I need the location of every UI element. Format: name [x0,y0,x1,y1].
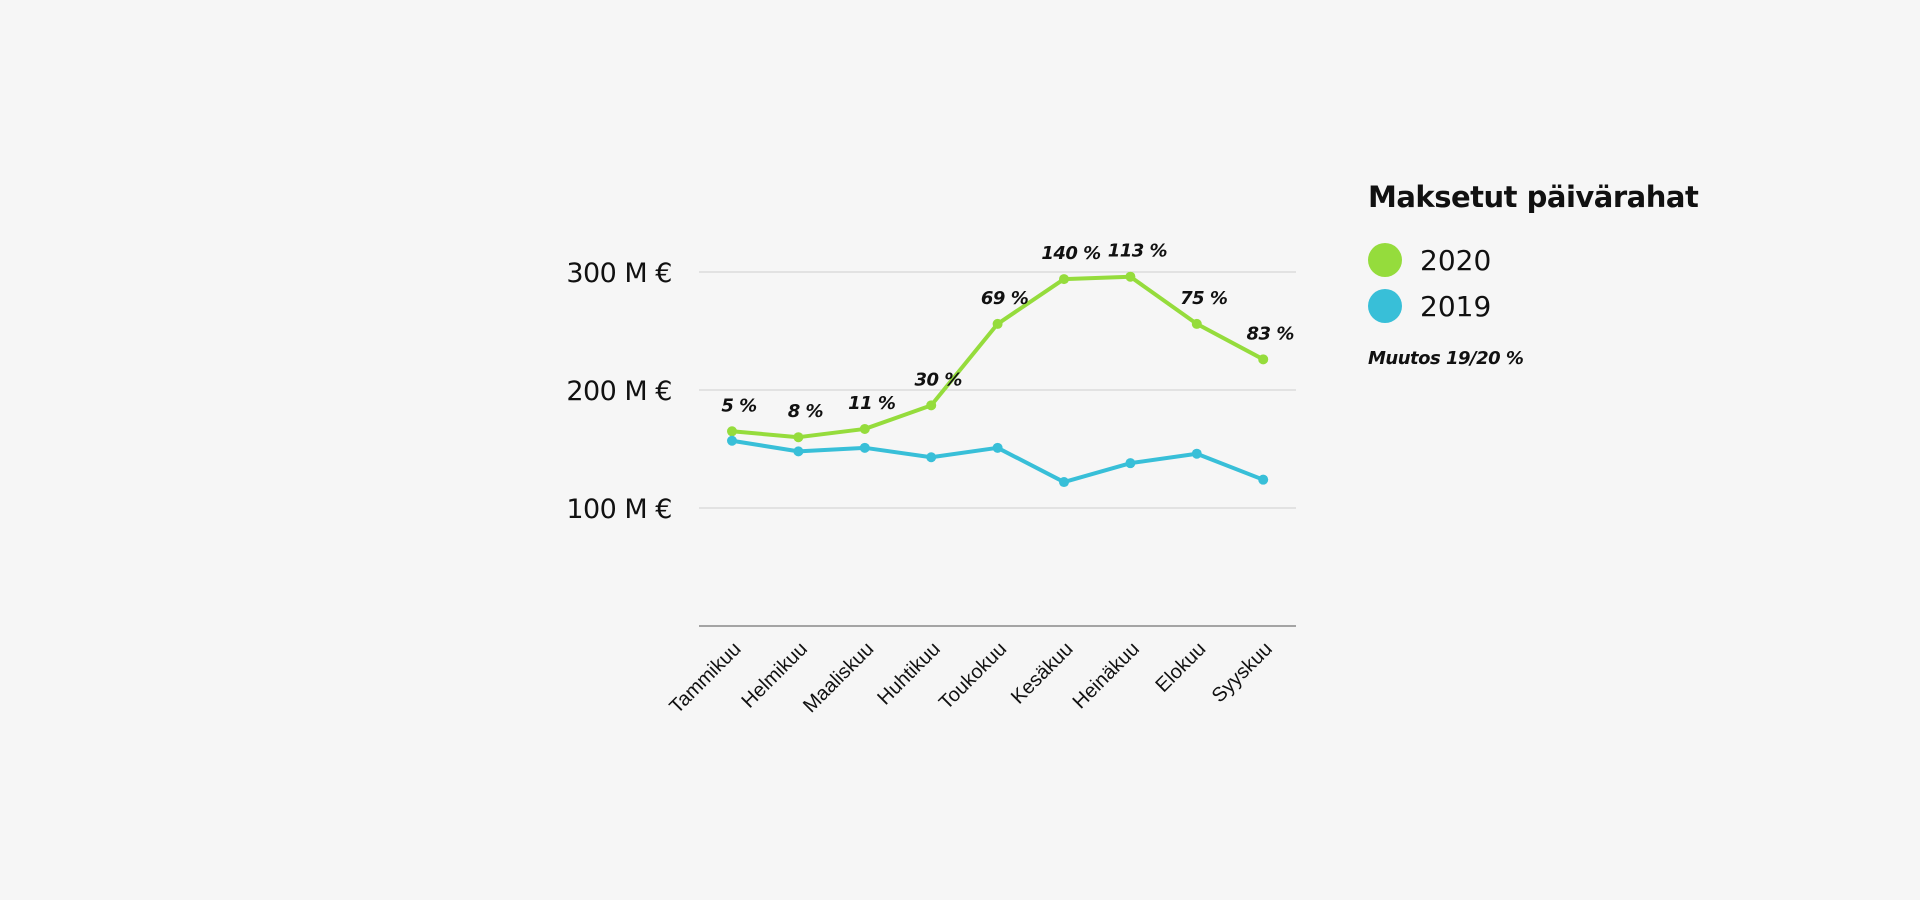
legend-label-2020: 2020 [1420,243,1492,277]
legend-item-2020: 2020 [1368,243,1491,277]
legend-swatch-2019 [1368,289,1402,323]
change-label: 75 % [1180,288,1228,309]
y-tick-label: 200 M € [566,376,672,407]
x-tick-label: Maaliskuu [799,638,878,717]
legend-item-2019: 2019 [1368,289,1491,323]
x-tick-label: Tammikuu [666,638,746,718]
change-label: 113 % [1108,241,1168,262]
data-point-2019 [926,452,937,463]
data-point-2020 [1125,271,1136,282]
x-tick-label: Toukokuu [935,638,1011,714]
y-tick-label: 300 M € [566,258,672,289]
data-point-2019 [727,435,737,446]
x-tick-label: Syyskuu [1208,638,1277,707]
data-point-2020 [1059,274,1069,285]
data-point-2020 [727,426,737,437]
x-tick-label: Kesäkuu [1007,638,1078,709]
data-point-2020 [1258,354,1269,365]
data-point-2019 [793,446,804,457]
data-point-2020 [992,318,1003,329]
change-label: 69 % [981,288,1029,309]
legend-swatch-2020 [1368,243,1402,277]
y-tick-label: 100 M € [566,494,672,525]
change-label: 11 % [848,393,896,414]
change-label: 140 % [1041,243,1101,264]
data-point-2019 [992,442,1003,453]
x-tick-label: Elokuu [1152,638,1211,697]
change-label: 8 % [788,401,824,422]
data-point-2020 [859,423,870,434]
legend-title: Maksetut päivärahat [1368,180,1699,214]
data-point-2020 [793,432,804,443]
data-point-2020 [926,400,937,411]
data-point-2019 [1191,448,1202,459]
data-point-2020 [1191,318,1202,329]
legend-note: Muutos 19/20 % [1368,348,1524,369]
data-point-2019 [1059,477,1069,488]
data-point-2019 [859,442,870,453]
data-point-2019 [1258,474,1269,485]
x-tick-label: Heinäkuu [1069,638,1144,713]
change-label: 30 % [915,369,963,390]
change-label: 5 % [721,395,757,416]
legend-label-2019: 2019 [1420,289,1492,323]
data-point-2019 [1125,458,1136,469]
change-label: 83 % [1247,323,1295,344]
